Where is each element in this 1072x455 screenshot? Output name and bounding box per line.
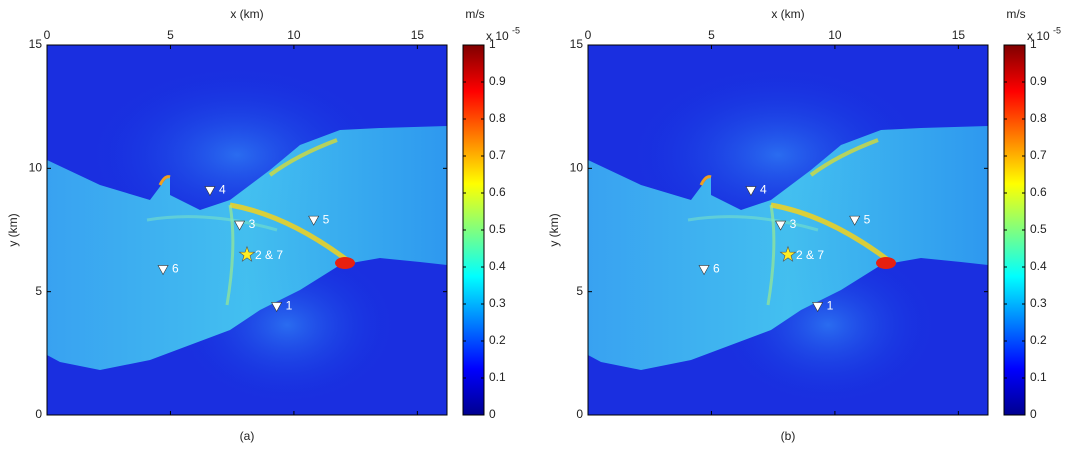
station-label: 3 xyxy=(249,217,256,231)
colorbar-tick-label: 0.6 xyxy=(489,185,506,199)
x-tick-label: 5 xyxy=(708,28,715,42)
colorbar-tick-label: 0.2 xyxy=(489,333,506,347)
station-marker xyxy=(849,215,861,226)
velocity-field xyxy=(47,45,447,415)
colorbar-multiplier: x 10 xyxy=(486,29,509,43)
colorbar-tick-label: 0.7 xyxy=(489,148,506,162)
colorbar-tick-label: 0.3 xyxy=(489,296,506,310)
station-label: 1 xyxy=(827,299,834,313)
station-label: 6 xyxy=(172,262,179,276)
station-label: 5 xyxy=(323,212,330,226)
y-tick-label: 0 xyxy=(576,407,583,421)
colorbar-unit: m/s xyxy=(1006,7,1025,21)
station-marker xyxy=(157,265,169,276)
station-label: 1 xyxy=(286,299,293,313)
caption: (a) xyxy=(240,429,255,443)
colorbar-exponent: -5 xyxy=(1053,25,1061,35)
x-tick-label: 10 xyxy=(287,28,301,42)
x-tick-label: 0 xyxy=(585,28,592,42)
source-label: 2 & 7 xyxy=(796,248,824,262)
x-axis-label: x (km) xyxy=(771,7,804,21)
x-axis-label: x (km) xyxy=(230,7,263,21)
source-marker xyxy=(238,245,256,262)
station-marker xyxy=(812,302,824,313)
caption: (b) xyxy=(781,429,796,443)
station-marker xyxy=(745,186,757,197)
station-marker xyxy=(698,265,710,276)
station-marker xyxy=(308,215,320,226)
x-tick-label: 0 xyxy=(44,28,51,42)
plot-frame xyxy=(587,44,989,416)
colorbar-multiplier: x 10 xyxy=(1027,29,1050,43)
source-marker xyxy=(779,245,797,262)
colorbar-tick-label: 0.2 xyxy=(1030,333,1047,347)
y-tick-label: 5 xyxy=(576,284,583,298)
colorbar xyxy=(462,44,485,416)
y-tick-label: 0 xyxy=(35,407,42,421)
station-label: 4 xyxy=(760,183,767,197)
y-axis-label: y (km) xyxy=(547,213,561,246)
colorbar-exponent: -5 xyxy=(512,25,520,35)
station-marker xyxy=(271,302,283,313)
colorbar-tick-label: 1 xyxy=(1030,37,1037,51)
velocity-field xyxy=(588,45,988,415)
colorbar-tick-label: 0.6 xyxy=(1030,185,1047,199)
colorbar-tick-label: 0.1 xyxy=(489,370,506,384)
colorbar-tick-label: 0.5 xyxy=(1030,222,1047,236)
y-axis-label: y (km) xyxy=(6,213,20,246)
colorbar-tick-label: 0.8 xyxy=(489,111,506,125)
y-tick-label: 15 xyxy=(29,37,43,51)
colorbar-tick-label: 0.8 xyxy=(1030,111,1047,125)
colorbar-tick-label: 0.4 xyxy=(1030,259,1047,273)
y-tick-label: 15 xyxy=(570,37,584,51)
station-label: 3 xyxy=(790,217,797,231)
x-tick-label: 10 xyxy=(828,28,842,42)
colorbar-tick-label: 0.9 xyxy=(489,74,506,88)
colorbar-tick-label: 0.7 xyxy=(1030,148,1047,162)
colorbar-tick-label: 1 xyxy=(489,37,496,51)
station-marker xyxy=(204,186,216,197)
colorbar-tick-label: 0.1 xyxy=(1030,370,1047,384)
station-marker xyxy=(234,220,246,231)
station-label: 5 xyxy=(864,212,871,226)
colorbar xyxy=(1003,44,1026,416)
colorbar-tick-label: 0.4 xyxy=(489,259,506,273)
source-label: 2 & 7 xyxy=(255,248,283,262)
station-marker xyxy=(775,220,787,231)
colorbar-tick-label: 0 xyxy=(489,407,496,421)
plot-frame xyxy=(46,44,448,416)
y-tick-label: 5 xyxy=(35,284,42,298)
colorbar-tick-label: 0.3 xyxy=(1030,296,1047,310)
y-tick-label: 10 xyxy=(570,161,584,175)
colorbar-tick-label: 0 xyxy=(1030,407,1037,421)
y-tick-label: 10 xyxy=(29,161,43,175)
x-tick-label: 15 xyxy=(411,28,425,42)
colorbar-tick-label: 0.9 xyxy=(1030,74,1047,88)
x-tick-label: 15 xyxy=(952,28,966,42)
x-tick-label: 5 xyxy=(167,28,174,42)
station-label: 6 xyxy=(713,262,720,276)
station-label: 4 xyxy=(219,183,226,197)
colorbar-tick-label: 0.5 xyxy=(489,222,506,236)
colorbar-unit: m/s xyxy=(465,7,484,21)
